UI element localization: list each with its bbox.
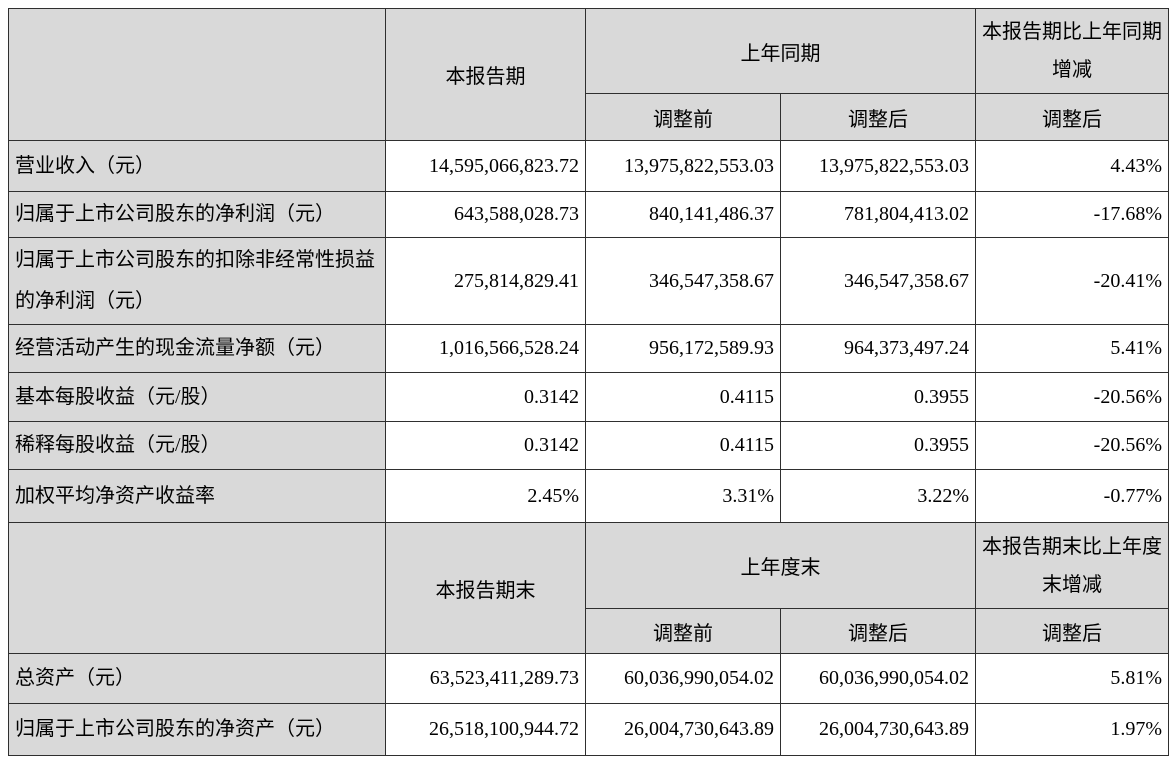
cell-prior-before-value: 13,975,822,553.03	[585, 140, 781, 192]
cell-change-value: -17.68%	[975, 191, 1169, 238]
col-header-change-group: 本报告期末比上年度末增减	[975, 522, 1169, 609]
col-header-prior-period-group: 上年同期	[585, 8, 976, 94]
row-total-assets: 总资产（元） 63,523,411,289.73 60,036,990,054.…	[8, 653, 1169, 704]
col-header-prior-year-end-group: 上年度末	[585, 522, 976, 609]
col-header-before-adjust: 调整前	[585, 93, 781, 141]
balance-header-row-2: 调整前 调整后 调整后	[9, 608, 1169, 654]
row-label-weighted-avg-roe: 加权平均净资产收益率	[8, 469, 386, 523]
row-basic-eps: 基本每股收益（元/股） 0.3142 0.4115 0.3955 -20.56%	[8, 372, 1169, 422]
income-header-row-2: 调整前 调整后 调整后	[9, 93, 1169, 141]
cell-change-value: 4.43%	[975, 140, 1169, 192]
cell-current-value: 0.3142	[385, 421, 586, 470]
row-diluted-eps: 稀释每股收益（元/股） 0.3142 0.4115 0.3955 -20.56%	[8, 421, 1169, 470]
row-label-net-profit-attributable: 归属于上市公司股东的净利润（元）	[8, 191, 386, 238]
col-header-change-after-adjust: 调整后	[975, 93, 1169, 141]
row-operating-cash-flow: 经营活动产生的现金流量净额（元） 1,016,566,528.24 956,17…	[8, 324, 1169, 373]
row-net-profit-attributable: 归属于上市公司股东的净利润（元） 643,588,028.73 840,141,…	[8, 191, 1169, 238]
row-operating-revenue: 营业收入（元） 14,595,066,823.72 13,975,822,553…	[8, 140, 1169, 192]
cell-current-value: 1,016,566,528.24	[385, 324, 586, 373]
cell-prior-before-value: 3.31%	[585, 469, 781, 523]
cell-prior-before-value: 346,547,358.67	[585, 237, 781, 325]
cell-prior-after-value: 0.3955	[780, 372, 976, 422]
corner-blank-cell	[8, 8, 386, 141]
balance-header-row-1: 本报告期末 上年度末 本报告期末比上年度末增减	[8, 522, 1169, 654]
cell-change-value: -20.56%	[975, 421, 1169, 470]
cell-change-value: 1.97%	[975, 703, 1169, 756]
col-header-current-period-end: 本报告期末	[385, 522, 586, 654]
cell-prior-after-value: 3.22%	[780, 469, 976, 523]
financial-summary-table: 本报告期 上年同期 本报告期比上年同期增减 调整前 调整后 调整后 营业收入（元…	[8, 8, 1169, 756]
cell-prior-before-value: 0.4115	[585, 421, 781, 470]
col-header-current-period: 本报告期	[385, 8, 586, 141]
cell-prior-after-value: 26,004,730,643.89	[780, 703, 976, 756]
row-label-net-profit-after-nonrecurring: 归属于上市公司股东的扣除非经常性损益的净利润（元）	[8, 237, 386, 325]
cell-change-value: 5.81%	[975, 653, 1169, 704]
col-header-change-after-adjust: 调整后	[975, 608, 1169, 654]
row-weighted-avg-roe: 加权平均净资产收益率 2.45% 3.31% 3.22% -0.77%	[8, 469, 1169, 523]
cell-current-value: 0.3142	[385, 372, 586, 422]
row-label-basic-eps: 基本每股收益（元/股）	[8, 372, 386, 422]
cell-change-value: -20.56%	[975, 372, 1169, 422]
cell-change-value: -20.41%	[975, 237, 1169, 325]
row-label-operating-revenue: 营业收入（元）	[8, 140, 386, 192]
cell-current-value: 643,588,028.73	[385, 191, 586, 238]
income-header-row-1: 本报告期 上年同期 本报告期比上年同期增减	[8, 8, 1169, 141]
corner-blank-cell	[8, 522, 386, 654]
cell-prior-before-value: 60,036,990,054.02	[585, 653, 781, 704]
cell-prior-before-value: 956,172,589.93	[585, 324, 781, 373]
cell-prior-after-value: 60,036,990,054.02	[780, 653, 976, 704]
cell-prior-after-value: 346,547,358.67	[780, 237, 976, 325]
cell-change-value: -0.77%	[975, 469, 1169, 523]
cell-prior-after-value: 781,804,413.02	[780, 191, 976, 238]
cell-prior-after-value: 0.3955	[780, 421, 976, 470]
cell-prior-after-value: 13,975,822,553.03	[780, 140, 976, 192]
col-header-after-adjust: 调整后	[780, 93, 976, 141]
col-header-after-adjust: 调整后	[780, 608, 976, 654]
cell-current-value: 275,814,829.41	[385, 237, 586, 325]
cell-current-value: 63,523,411,289.73	[385, 653, 586, 704]
cell-current-value: 2.45%	[385, 469, 586, 523]
cell-current-value: 14,595,066,823.72	[385, 140, 586, 192]
cell-prior-before-value: 26,004,730,643.89	[585, 703, 781, 756]
row-net-assets-attributable: 归属于上市公司股东的净资产（元） 26,518,100,944.72 26,00…	[8, 703, 1169, 756]
cell-prior-before-value: 0.4115	[585, 372, 781, 422]
row-net-profit-after-nonrecurring: 归属于上市公司股东的扣除非经常性损益的净利润（元） 275,814,829.41…	[8, 237, 1169, 325]
cell-prior-after-value: 964,373,497.24	[780, 324, 976, 373]
col-header-before-adjust: 调整前	[585, 608, 781, 654]
cell-current-value: 26,518,100,944.72	[385, 703, 586, 756]
row-label-operating-cash-flow: 经营活动产生的现金流量净额（元）	[8, 324, 386, 373]
cell-prior-before-value: 840,141,486.37	[585, 191, 781, 238]
col-header-change-group: 本报告期比上年同期增减	[975, 8, 1169, 94]
cell-change-value: 5.41%	[975, 324, 1169, 373]
row-label-total-assets: 总资产（元）	[8, 653, 386, 704]
row-label-diluted-eps: 稀释每股收益（元/股）	[8, 421, 386, 470]
row-label-net-assets-attributable: 归属于上市公司股东的净资产（元）	[8, 703, 386, 756]
